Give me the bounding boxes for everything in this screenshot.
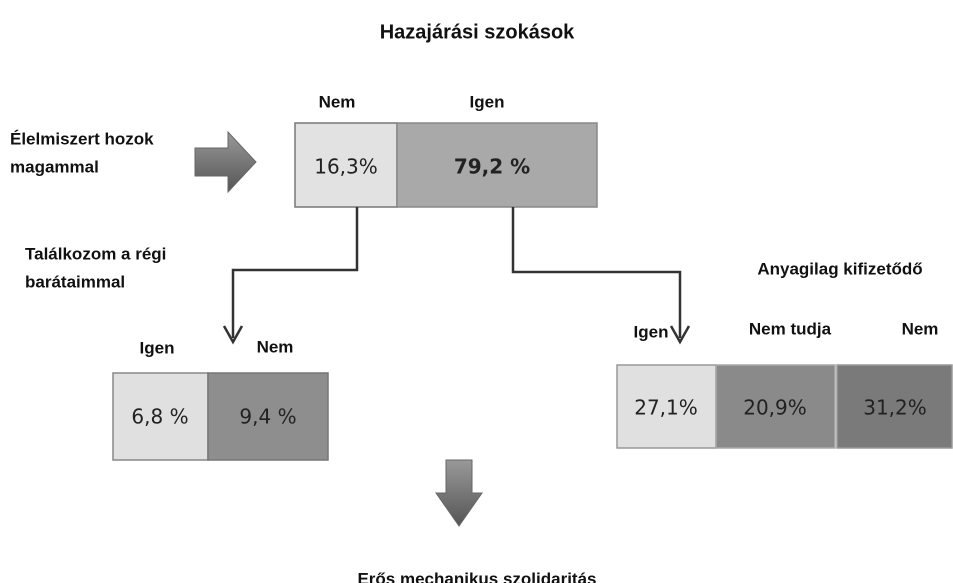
- value: 16,3%: [314, 155, 378, 179]
- option-label: Nem: [902, 319, 939, 338]
- connector: [231, 207, 359, 338]
- option-label: Nem: [319, 92, 356, 111]
- option-label: Igen: [470, 92, 505, 111]
- question: Találkozom a régi: [25, 244, 166, 263]
- arrow: [194, 130, 257, 194]
- box: [715, 364, 836, 449]
- question: barátaimmal: [25, 272, 125, 291]
- arrowhead: [669, 325, 691, 345]
- option-label: Igen: [140, 338, 175, 357]
- box: [294, 122, 398, 208]
- box: [207, 372, 329, 461]
- option-label: Igen: [634, 322, 669, 341]
- arrow: [435, 459, 483, 527]
- value: 79,2 %: [454, 155, 530, 179]
- box: [836, 364, 953, 449]
- question: Élelmiszert hozok: [10, 129, 154, 148]
- conclusion: Erős mechanikus szolidaritás: [357, 569, 596, 583]
- option-label: Nem: [257, 337, 294, 356]
- question: magammal: [10, 157, 99, 176]
- box: [396, 122, 598, 208]
- value: 6,8 %: [131, 405, 188, 429]
- value: 9,4 %: [239, 405, 296, 429]
- question: Anyagilag kifizetődő: [757, 259, 922, 278]
- title: Hazajárási szokások: [380, 21, 575, 43]
- option-label: Nem tudja: [749, 319, 832, 338]
- value: 27,1%: [634, 396, 698, 420]
- box: [112, 372, 209, 461]
- value: 31,2%: [863, 396, 927, 420]
- connector: [511, 207, 682, 338]
- value: 20,9%: [743, 396, 807, 420]
- arrowhead: [222, 325, 244, 345]
